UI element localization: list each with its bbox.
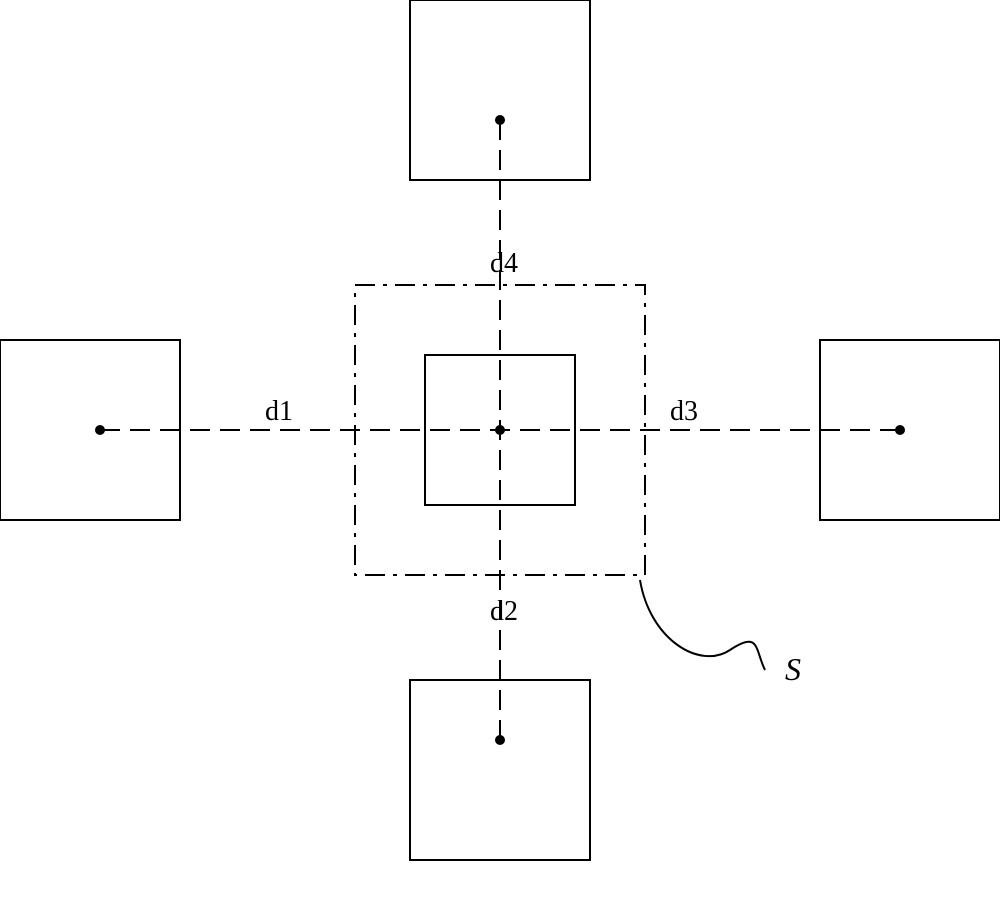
technical-diagram: d1 d2 d3 d4 S: [0, 0, 1000, 899]
label-d2: d2: [490, 596, 518, 627]
dot-bottom: [495, 735, 505, 745]
box-left: [0, 340, 180, 520]
label-d3: d3: [670, 396, 698, 427]
dot-top: [495, 115, 505, 125]
dot-right: [895, 425, 905, 435]
box-right: [820, 340, 1000, 520]
label-s: S: [785, 651, 801, 687]
dot-left: [95, 425, 105, 435]
callout-line: [640, 580, 765, 670]
dot-center: [495, 425, 505, 435]
label-d1: d1: [265, 396, 293, 427]
label-d4: d4: [490, 248, 518, 279]
